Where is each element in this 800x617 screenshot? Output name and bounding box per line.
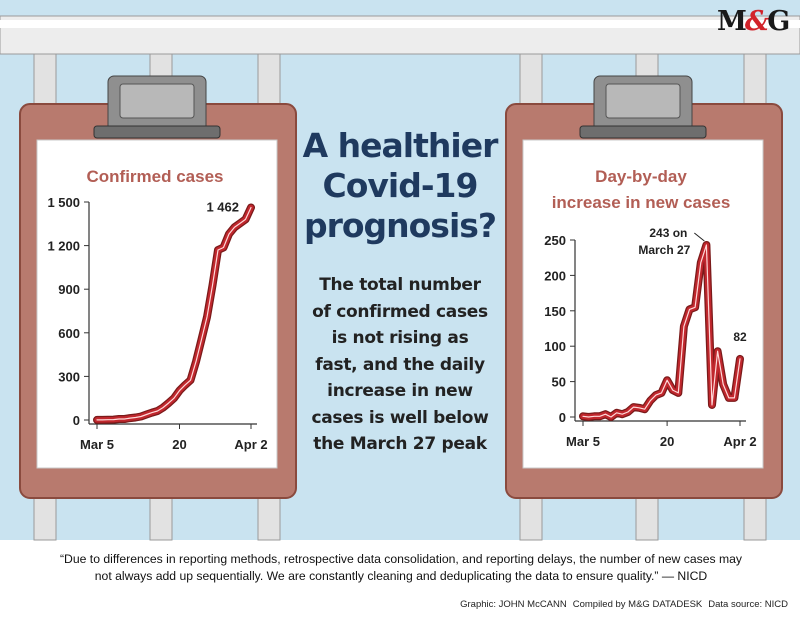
headline: A healthier Covid-19 prognosis? (298, 126, 502, 246)
c2-y-tick-label: 50 (552, 375, 566, 390)
clip-left (93, 75, 221, 139)
c1-y-tick-label: 1 500 (47, 195, 80, 210)
quote-line2: not always add up sequentially. We are c… (94, 569, 708, 583)
nicd-quote: “Due to differences in reporting methods… (8, 551, 794, 585)
credits: Graphic: JOHN McCANN Compiled by M&G DATA… (454, 599, 788, 610)
c2-series-line-highlight (582, 244, 741, 418)
chart2-end-annotation: 82 (733, 330, 747, 344)
chart1-series (93, 203, 255, 424)
c1-x-tick-label: Mar 5 (80, 437, 114, 452)
c1-y-tick-label: 300 (58, 369, 80, 384)
chart2-series (579, 241, 744, 421)
chart2-axes (574, 240, 746, 422)
c1-y-tick-label: 0 (73, 413, 80, 428)
logo-g: G (767, 6, 790, 37)
chart2-title-line1: Day-by-day (595, 167, 687, 186)
c2-y-tick-label: 0 (559, 410, 566, 425)
credit-compiled: Compiled by M&G DATADESK (572, 599, 703, 610)
c1-y-tick-label: 1 200 (47, 239, 80, 254)
logo-m: M (717, 6, 747, 37)
c1-y-tick-label: 900 (58, 282, 80, 297)
c2-y-tick-label: 100 (544, 339, 566, 354)
headline-line2: Covid-19 (322, 166, 479, 205)
c1-series-line-highlight (96, 206, 252, 421)
c2-x-tick-label: Apr 2 (723, 434, 756, 449)
chart2-title-line2: increase in new cases (552, 193, 731, 212)
c2-x-tick-label: Mar 5 (566, 434, 600, 449)
chart2-peak-annotation-line2: March 27 (638, 243, 690, 257)
chart1-y-ticks: 0 300 600 900 1 200 1 500 (47, 195, 89, 428)
chart1-end-annotation: 1 462 (206, 200, 239, 215)
subhead-line6: cases is well below (311, 407, 489, 428)
c2-y-tick-label: 250 (544, 233, 566, 248)
subhead-line5: increase in new (327, 381, 473, 401)
c1-x-tick-label: 20 (172, 437, 186, 452)
chart1-x-ticks: Mar 5 20 Apr 2 (80, 424, 268, 452)
quote-line1: “Due to differences in reporting methods… (60, 552, 742, 566)
subhead-line4: fast, and the daily (315, 354, 485, 375)
c2-x-tick-label: 20 (660, 434, 674, 449)
subhead-line1: The total number (319, 275, 481, 295)
headline-line3: prognosis? (303, 206, 497, 245)
chart2-peak-leader (694, 232, 705, 242)
chart2-y-ticks: 0 50 100 150 200 250 (544, 233, 575, 425)
mg-logo: M&G (717, 6, 790, 37)
c2-y-tick-label: 150 (544, 304, 566, 319)
subhead-line7: the March 27 peak (313, 434, 487, 454)
chart1-axes (88, 202, 257, 425)
railing-top-bar (0, 15, 800, 55)
credit-graphic: Graphic: JOHN McCANN (460, 599, 567, 610)
c1-y-tick-label: 600 (58, 326, 80, 341)
chart2-peak-annotation-line1: 243 on (649, 226, 687, 240)
credit-source: Data source: NICD (708, 599, 788, 610)
clip-right (579, 75, 707, 139)
chart2-x-ticks: Mar 5 20 Apr 2 (566, 421, 757, 449)
headline-line1: A healthier (302, 126, 499, 165)
logo-ampersand: & (744, 6, 769, 37)
subhead-line2: of confirmed cases (312, 301, 488, 322)
subhead-line3: is not rising as (331, 328, 469, 348)
c1-x-tick-label: Apr 2 (234, 437, 267, 452)
subheadline: The total number of confirmed cases is n… (300, 272, 500, 458)
c2-y-tick-label: 200 (544, 268, 566, 283)
chart1-title: Confirmed cases (87, 167, 224, 186)
